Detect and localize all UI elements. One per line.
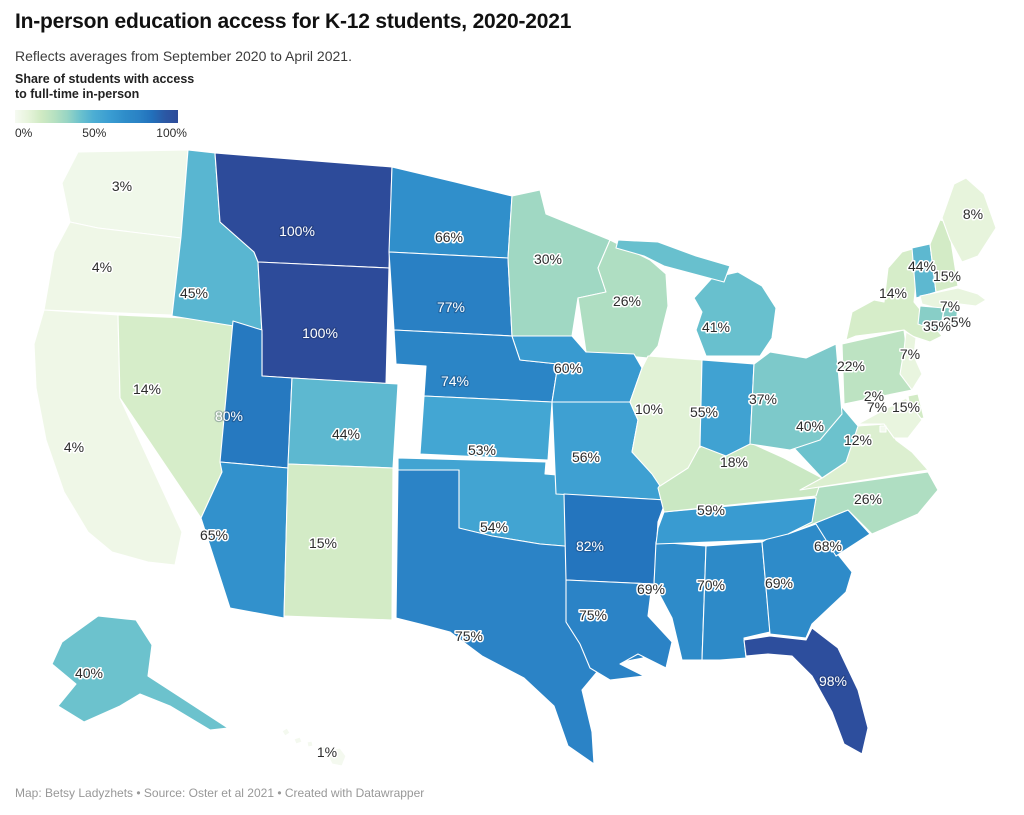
state-label-ok: 54% bbox=[480, 519, 508, 535]
state-label-va: 12% bbox=[844, 432, 872, 448]
state-label-dc: 2% bbox=[864, 388, 884, 404]
chart-header: In-person education access for K-12 stud… bbox=[15, 10, 995, 64]
state-md[interactable] bbox=[857, 397, 923, 439]
state-or[interactable] bbox=[43, 221, 182, 316]
state-label-ia: 60% bbox=[554, 360, 582, 376]
state-value-labels: 3% 4% 4% 14% 45% 100% 100% 80% 44% 65% 1… bbox=[62, 177, 984, 762]
state-label-fl: 98% bbox=[819, 673, 847, 689]
state-label-ri: 35% bbox=[943, 314, 971, 330]
state-label-ct: 35% bbox=[923, 318, 951, 334]
state-hi-island-3[interactable] bbox=[306, 740, 314, 748]
state-ks[interactable] bbox=[419, 395, 553, 461]
state-label-ak: 40% bbox=[75, 665, 103, 681]
state-hi-island-4[interactable] bbox=[317, 745, 328, 755]
legend-title: Share of students with access to full-tim… bbox=[15, 72, 195, 101]
state-mi-upper[interactable] bbox=[615, 239, 731, 283]
state-hi-island-1[interactable] bbox=[281, 727, 291, 737]
state-hi-island-2[interactable] bbox=[293, 736, 303, 745]
state-oh[interactable] bbox=[749, 343, 843, 451]
state-co[interactable] bbox=[287, 377, 399, 469]
state-label-mn: 30% bbox=[534, 251, 562, 267]
state-label-ma: 7% bbox=[940, 298, 960, 314]
state-label-mt: 100% bbox=[279, 223, 315, 239]
state-shapes bbox=[33, 149, 997, 767]
state-label-nv: 14% bbox=[133, 381, 161, 397]
state-ri[interactable] bbox=[941, 305, 959, 327]
state-label-pa: 22% bbox=[837, 358, 865, 374]
state-label-de: 15% bbox=[892, 399, 920, 415]
state-label-in: 55% bbox=[690, 404, 718, 420]
state-nj[interactable] bbox=[899, 331, 923, 391]
state-label-vt: 44% bbox=[908, 258, 936, 274]
state-label-wa: 3% bbox=[112, 178, 132, 194]
state-label-ny: 14% bbox=[879, 285, 907, 301]
state-ct[interactable] bbox=[917, 305, 945, 333]
state-label-ca: 4% bbox=[64, 439, 84, 455]
state-label-ks: 53% bbox=[468, 442, 496, 458]
state-ak[interactable] bbox=[51, 615, 229, 731]
chart-subtitle: Reflects averages from September 2020 to… bbox=[15, 48, 352, 64]
state-sd[interactable] bbox=[388, 251, 513, 337]
legend-tick-50: 50% bbox=[82, 126, 107, 140]
state-label-co: 44% bbox=[332, 426, 360, 442]
state-label-nc: 26% bbox=[854, 491, 882, 507]
state-nm[interactable] bbox=[283, 463, 394, 621]
state-me[interactable] bbox=[941, 177, 997, 263]
state-wy[interactable] bbox=[257, 261, 390, 385]
state-label-la: 75% bbox=[579, 607, 607, 623]
state-label-mi: 41% bbox=[702, 319, 730, 335]
state-label-ms: 69% bbox=[637, 581, 665, 597]
legend-tick-100: 100% bbox=[156, 126, 187, 140]
state-label-hi: 1% bbox=[317, 744, 337, 760]
state-label-oh: 37% bbox=[749, 391, 777, 407]
state-label-id: 45% bbox=[180, 285, 208, 301]
attribution-footer: Map: Betsy Ladyzhets • Source: Oster et … bbox=[15, 786, 425, 800]
state-label-ky: 18% bbox=[720, 454, 748, 470]
state-label-or: 4% bbox=[92, 259, 112, 275]
state-label-md: 7% bbox=[867, 399, 887, 415]
legend-tick-0: 0% bbox=[15, 126, 33, 140]
state-nh[interactable] bbox=[929, 219, 959, 293]
state-hi bbox=[281, 727, 347, 767]
state-label-tn: 59% bbox=[697, 502, 725, 518]
state-label-nd: 66% bbox=[435, 229, 463, 245]
state-hi-island-5[interactable] bbox=[327, 747, 347, 767]
state-label-wv: 40% bbox=[796, 418, 824, 434]
state-label-nm: 15% bbox=[309, 535, 337, 551]
state-label-mo: 56% bbox=[572, 449, 600, 465]
state-label-wi: 26% bbox=[613, 293, 641, 309]
legend-ticks: 0% 50% 100% bbox=[15, 126, 187, 140]
state-fl[interactable] bbox=[743, 627, 869, 755]
state-label-ne: 74% bbox=[441, 373, 469, 389]
state-tn[interactable] bbox=[655, 497, 817, 545]
state-la[interactable] bbox=[565, 579, 673, 681]
page-title: In-person education access for K-12 stud… bbox=[15, 10, 572, 33]
legend-gradient-bar bbox=[15, 110, 178, 123]
state-label-sd: 77% bbox=[437, 299, 465, 315]
state-label-nj: 7% bbox=[900, 346, 920, 362]
state-label-ar: 82% bbox=[576, 538, 604, 554]
state-label-ga: 69% bbox=[765, 575, 793, 591]
state-label-sc: 68% bbox=[814, 538, 842, 554]
state-mi-lower[interactable] bbox=[693, 271, 777, 357]
state-in[interactable] bbox=[699, 359, 755, 457]
state-label-nh: 15% bbox=[933, 268, 961, 284]
state-label-tx: 75% bbox=[455, 628, 483, 644]
color-legend: Share of students with access to full-tim… bbox=[15, 72, 194, 140]
state-label-al: 70% bbox=[697, 577, 725, 593]
state-dc[interactable] bbox=[879, 425, 887, 433]
state-label-az: 65% bbox=[200, 527, 228, 543]
state-label-il: 10% bbox=[635, 401, 663, 417]
state-ma[interactable] bbox=[919, 287, 987, 311]
state-label-me: 8% bbox=[963, 206, 983, 222]
state-label-wy: 100% bbox=[302, 325, 338, 341]
state-label-ut: 80% bbox=[215, 408, 243, 424]
